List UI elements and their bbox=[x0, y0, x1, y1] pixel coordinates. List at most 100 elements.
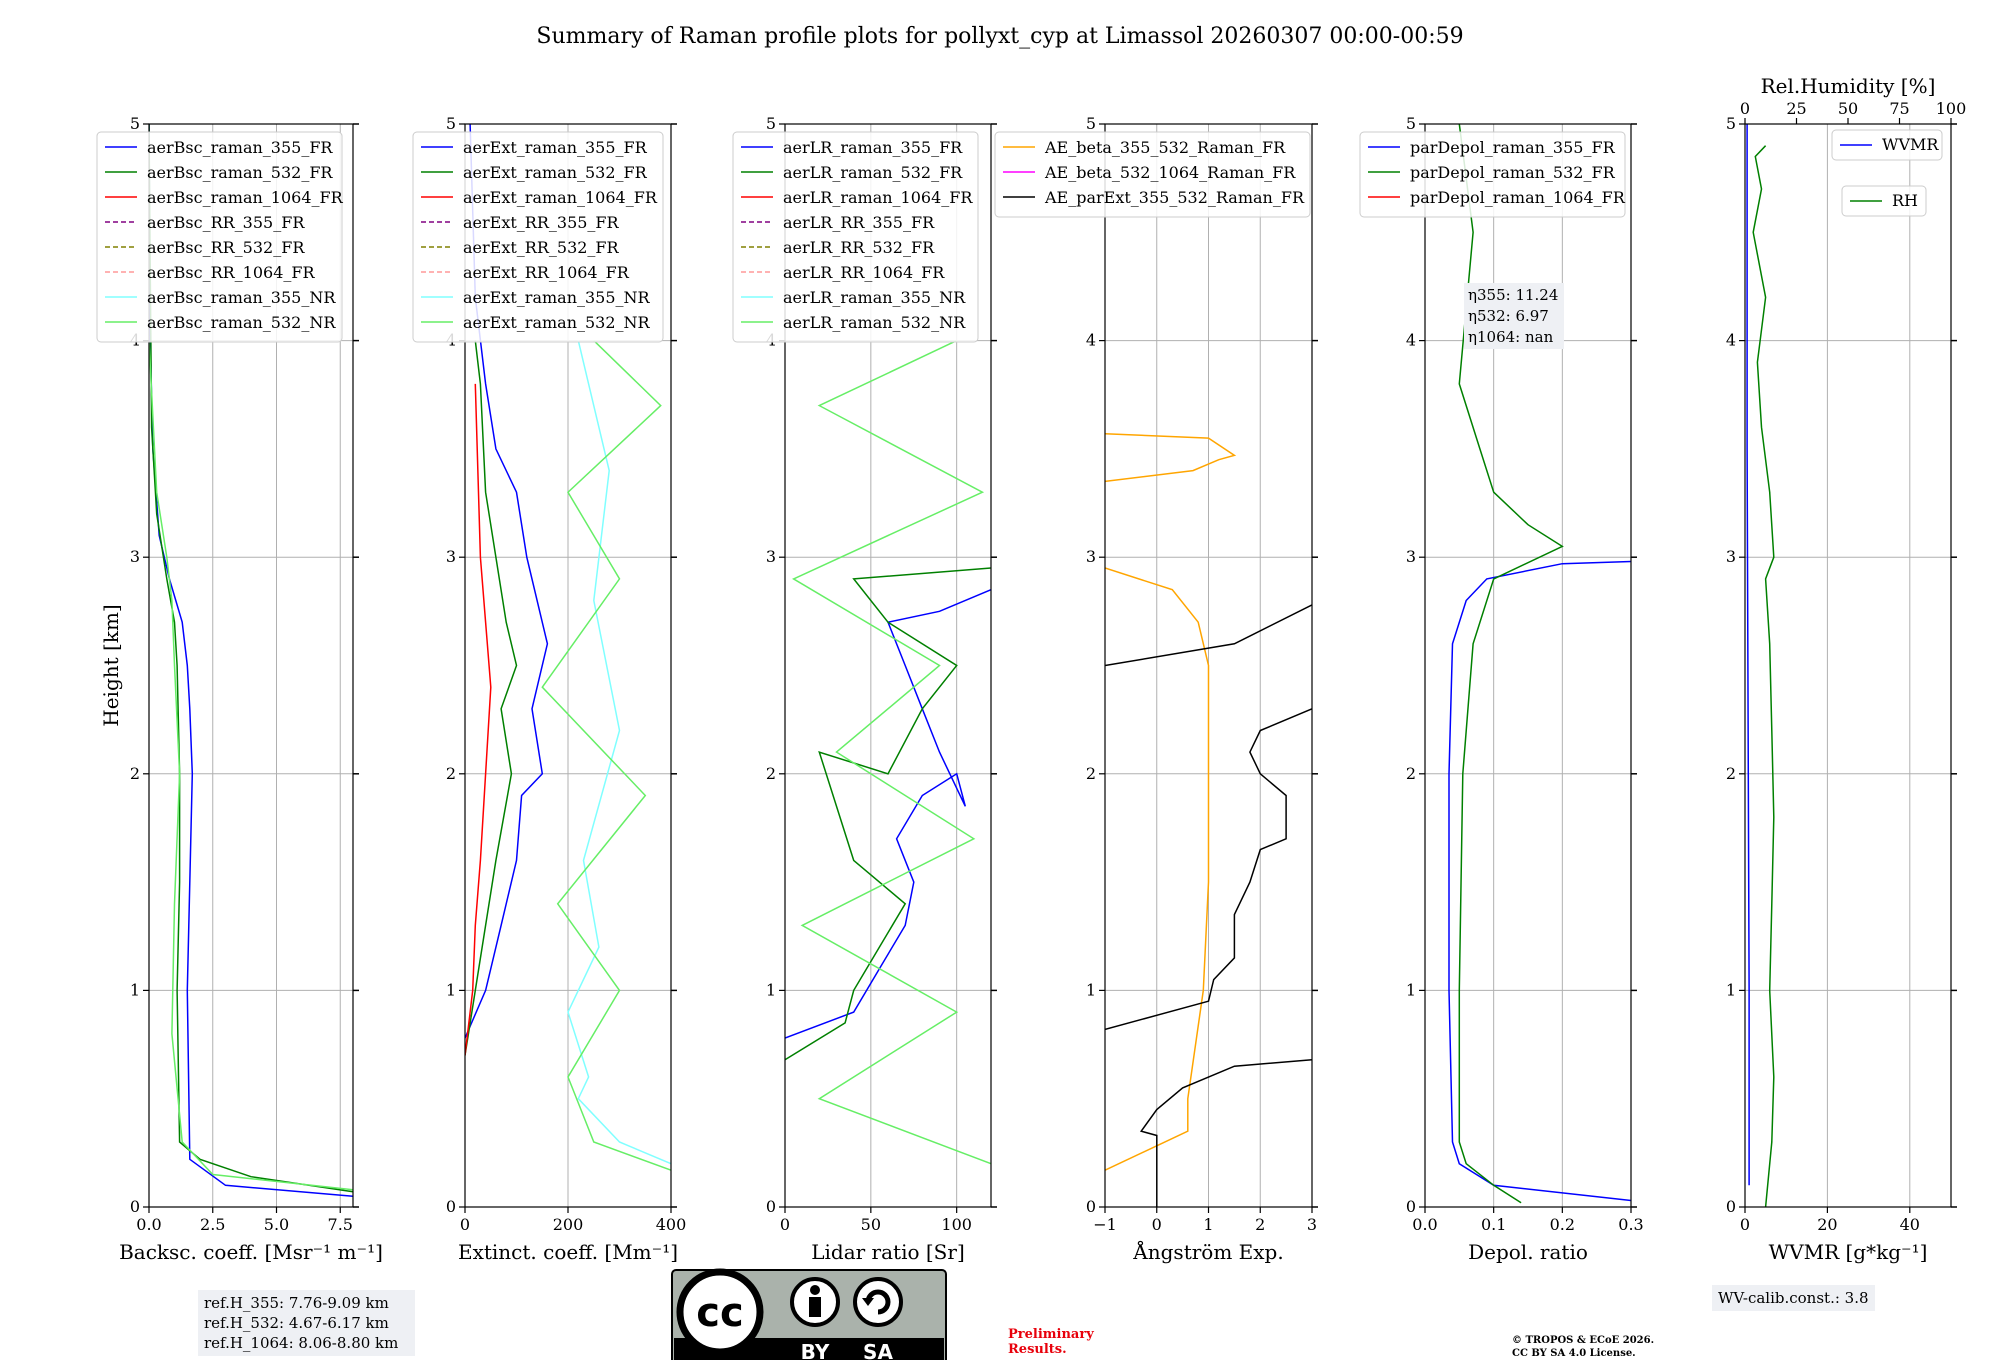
legend-label: parDepol_raman_1064_FR bbox=[1410, 188, 1626, 207]
legend-label: aerLR_raman_532_NR bbox=[783, 313, 966, 332]
legend-label: AE_beta_532_1064_Raman_FR bbox=[1044, 163, 1296, 182]
x-tick-label: 2.5 bbox=[200, 1215, 225, 1234]
x-tick-label: 5.0 bbox=[264, 1215, 289, 1234]
x-tick-label: 0 bbox=[1152, 1215, 1162, 1234]
series-AE_parExt_355_532_Raman_FR bbox=[1139, 1058, 1312, 1207]
y-tick-label: 1 bbox=[446, 980, 456, 999]
eta-value: η532: 6.97 bbox=[1468, 307, 1549, 325]
y-tick-label: 3 bbox=[1726, 547, 1736, 566]
x-axis-label: Ångström Exp. bbox=[1132, 1239, 1283, 1264]
y-tick-label: 1 bbox=[1406, 980, 1416, 999]
series-parDepol_raman_532_FR bbox=[1458, 124, 1564, 1204]
y-tick-label: 5 bbox=[1726, 114, 1736, 133]
y-tick-label: 4 bbox=[1726, 331, 1736, 350]
x-tick-label: 40 bbox=[1900, 1215, 1920, 1234]
y-tick-label: 0 bbox=[1406, 1197, 1416, 1216]
copyright-line-2: CC BY SA 4.0 License. bbox=[1512, 1348, 1636, 1359]
legend-label: aerExt_raman_532_FR bbox=[463, 163, 648, 182]
x-axis-label: Lidar ratio [Sr] bbox=[811, 1240, 965, 1264]
x-tick-label: 0.2 bbox=[1550, 1215, 1575, 1234]
y-tick-label: 4 bbox=[1406, 331, 1416, 350]
reference-height-box: ref.H_355: 7.76-9.09 km ref.H_532: 4.67-… bbox=[198, 1290, 415, 1356]
x-tick-label: 0 bbox=[1740, 1215, 1750, 1234]
series-aerExt_raman_355_FR bbox=[465, 124, 549, 1039]
figure-title: Summary of Raman profile plots for polly… bbox=[536, 24, 1463, 49]
x-axis-label: Extinct. coeff. [Mm⁻¹] bbox=[458, 1240, 678, 1264]
series-AE_parExt_355_532_Raman_FR_mid bbox=[1105, 708, 1312, 1031]
y-tick-label: 2 bbox=[1086, 764, 1096, 783]
top-x-tick-label: 50 bbox=[1838, 99, 1858, 118]
legend-label: aerBsc_RR_532_FR bbox=[147, 238, 305, 257]
series-parDepol_raman_355_FR bbox=[1448, 560, 1631, 1202]
legend-label: AE_parExt_355_532_Raman_FR bbox=[1044, 188, 1305, 207]
top-x-tick-label: 0 bbox=[1740, 99, 1750, 118]
x-tick-label: 0 bbox=[460, 1215, 470, 1234]
y-tick-label: 1 bbox=[766, 980, 776, 999]
y-tick-label: 0 bbox=[1726, 1197, 1736, 1216]
y-tick-label: 3 bbox=[1406, 547, 1416, 566]
y-tick-label: 1 bbox=[1086, 980, 1096, 999]
legend-label: aerExt_raman_355_NR bbox=[463, 288, 651, 307]
series-AE_beta_355_532_Raman_FR bbox=[1105, 567, 1210, 1171]
legend: AE_beta_355_532_Raman_FR AE_beta_532_1064… bbox=[994, 131, 1311, 218]
y-tick-label: 3 bbox=[1086, 547, 1096, 566]
legend: aerBsc_raman_355_FR aerBsc_raman_532_FRae… bbox=[96, 131, 344, 343]
x-tick-label: 0.0 bbox=[1412, 1215, 1437, 1234]
series-aerBsc_raman_532_NR bbox=[149, 340, 353, 1191]
y-tick-label: 1 bbox=[1726, 980, 1736, 999]
legend-label: aerBsc_RR_1064_FR bbox=[147, 263, 316, 282]
top-x-tick-label: 75 bbox=[1889, 99, 1909, 118]
axes-frame bbox=[1424, 123, 1632, 1208]
license-badge: cc BY SA bbox=[671, 1268, 947, 1360]
y-tick-label: 0 bbox=[130, 1197, 140, 1216]
preliminary-line-1: Preliminary bbox=[1008, 1327, 1094, 1342]
x-tick-label: 0.1 bbox=[1481, 1215, 1506, 1234]
legend-label: parDepol_raman_532_FR bbox=[1410, 163, 1616, 182]
y-tick-label: 3 bbox=[130, 547, 140, 566]
y-tick-label: 5 bbox=[1406, 114, 1416, 133]
y-tick-label: 2 bbox=[130, 764, 140, 783]
x-tick-label: 7.5 bbox=[328, 1215, 353, 1234]
x-tick-label: 200 bbox=[553, 1215, 584, 1234]
eta-value: η1064: nan bbox=[1468, 328, 1554, 346]
legend-label: aerLR_raman_355_NR bbox=[783, 288, 966, 307]
legend-label: aerExt_RR_355_FR bbox=[463, 213, 620, 232]
wv-calib-text: WV-calib.const.: 3.8 bbox=[1718, 1289, 1869, 1307]
legend-label: WVMR bbox=[1882, 135, 1939, 154]
refh-1064-text: ref.H_1064: 8.06-8.80 km bbox=[204, 1334, 399, 1352]
legend-label: aerBsc_raman_355_NR bbox=[147, 288, 336, 307]
x-tick-label: 0.0 bbox=[136, 1215, 161, 1234]
copyright-note: © TROPOS & ECoE 2026. CC BY SA 4.0 Licen… bbox=[1512, 1334, 1654, 1360]
y-tick-label: 0 bbox=[766, 1197, 776, 1216]
eta-value: η355: 11.24 bbox=[1468, 286, 1558, 304]
series-RH bbox=[1752, 145, 1775, 1207]
legend-label: aerLR_raman_355_FR bbox=[783, 138, 963, 157]
legend-label: aerExt_RR_532_FR bbox=[463, 238, 620, 257]
x-axis-label: Backsc. coeff. [Msr⁻¹ m⁻¹] bbox=[119, 1240, 383, 1264]
legend: parDepol_raman_355_FR parDepol_raman_532_… bbox=[1359, 131, 1626, 218]
series-aerExt_raman_532_FR bbox=[465, 340, 518, 1056]
y-tick-label: 5 bbox=[766, 114, 776, 133]
sa-label: SA bbox=[863, 1340, 893, 1360]
legend-label: AE_beta_355_532_Raman_FR bbox=[1044, 138, 1286, 157]
legend-label: aerBsc_raman_532_NR bbox=[147, 313, 336, 332]
series-aerExt_raman_1064_FR bbox=[465, 383, 492, 1056]
y-tick-label: 2 bbox=[1406, 764, 1416, 783]
wv-calibration-box: WV-calib.const.: 3.8 bbox=[1712, 1285, 1875, 1311]
x-tick-label: 0.3 bbox=[1618, 1215, 1643, 1234]
eta-annotation: η355: 11.24 η532: 6.97 η1064: nan bbox=[1464, 283, 1564, 349]
x-tick-label: 50 bbox=[861, 1215, 881, 1234]
legend-label: aerBsc_raman_532_FR bbox=[147, 163, 333, 182]
y-tick-label: 5 bbox=[1086, 114, 1096, 133]
x-tick-label: 0 bbox=[780, 1215, 790, 1234]
legend-label: aerExt_raman_532_NR bbox=[463, 313, 651, 332]
x-tick-label: 100 bbox=[941, 1215, 972, 1234]
y-tick-label: 1 bbox=[130, 980, 140, 999]
legend-label: aerLR_RR_355_FR bbox=[783, 213, 935, 232]
share-alike-icon bbox=[853, 1277, 903, 1327]
panel-humidity: 0 20 40 0 1 2 3 4 5 WVMR [g*kg⁻¹] 0 25 50 75 100Rel.Hu… bbox=[1726, 74, 1966, 1264]
y-tick-label: 2 bbox=[1726, 764, 1736, 783]
series-aerLR_raman_532_FR bbox=[785, 567, 991, 1061]
